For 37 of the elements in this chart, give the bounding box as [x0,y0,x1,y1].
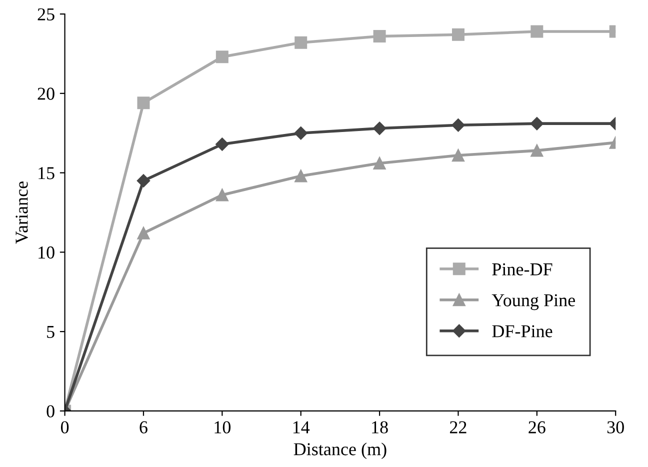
y-tick-label: 0 [46,405,54,418]
x-tick-label: 18 [372,421,388,434]
legend-label: Young Pine [492,294,575,310]
y-axis-title: Variance [16,182,28,244]
point [373,30,386,42]
x-axis-title: Distance (m) [294,442,386,459]
point [452,118,465,132]
x-tick-label: 0 [60,421,69,434]
x-tick-label: 26 [528,421,546,434]
legend-label: DF-Pine [492,325,552,338]
point [452,149,464,162]
point [294,36,308,49]
point [530,116,544,130]
point [136,174,150,188]
y-tick-label: 5 [47,326,54,338]
point [452,28,464,41]
point [216,138,229,151]
point [530,25,544,38]
point [373,157,386,170]
point [530,144,544,157]
point [294,126,308,140]
point [294,170,308,182]
y-tick-label: 10 [38,246,54,259]
x-tick-label: 30 [607,421,624,434]
point [216,188,228,202]
point [137,96,150,110]
point [372,122,386,135]
legend-label: Pine-DF [492,263,552,276]
x-tick-label: 22 [450,421,466,434]
point [216,50,228,64]
x-tick-label: 14 [293,421,310,434]
x-tick-label: 6 [140,421,148,434]
y-tick-label: 20 [38,88,54,100]
point [137,226,150,240]
y-tick-label: 15 [38,167,54,180]
x-tick-label: 10 [214,421,231,434]
y-tick-label: 25 [38,8,54,20]
